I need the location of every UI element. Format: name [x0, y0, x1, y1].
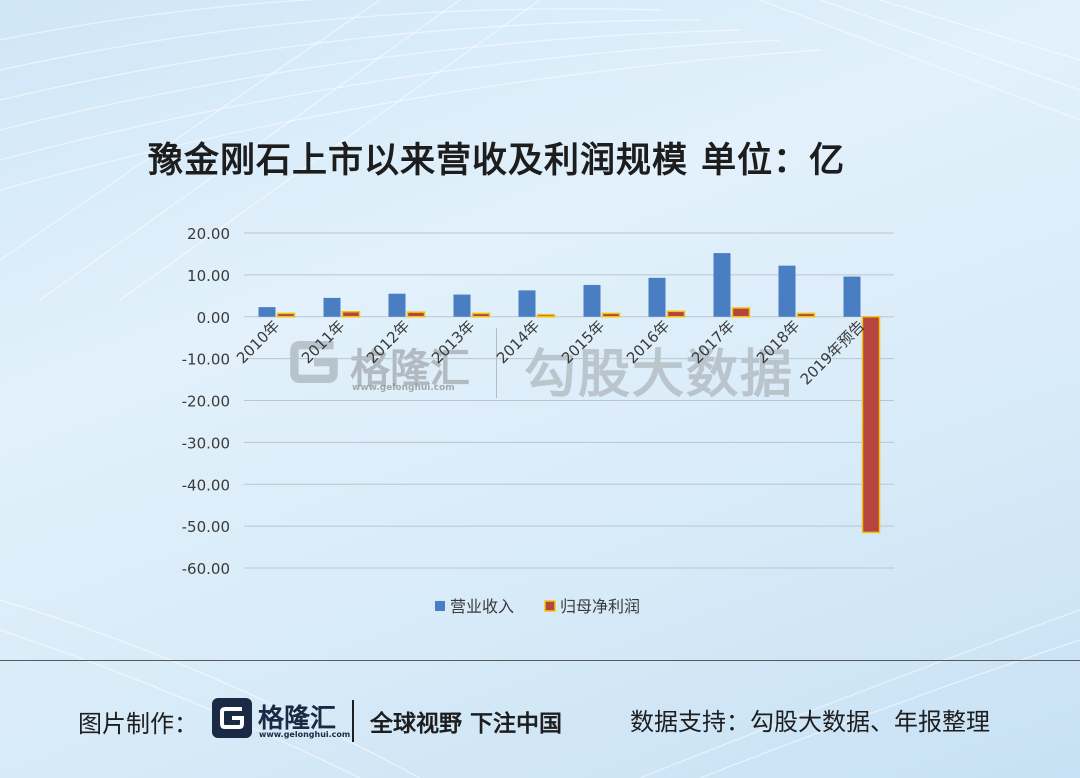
bar-revenue — [518, 290, 536, 317]
x-tick-label: 2013年 — [428, 317, 478, 367]
logo-name: 格隆汇 — [258, 704, 337, 734]
x-tick-label: 2015年 — [558, 317, 608, 367]
x-tick-label: 2017年 — [688, 317, 738, 367]
bar-revenue — [388, 293, 406, 317]
legend-swatch-revenue — [435, 601, 445, 611]
bar-revenue — [648, 277, 666, 317]
bar-net-profit — [406, 311, 426, 318]
x-tick-label: 2011年 — [298, 317, 348, 367]
bar-net-profit — [341, 310, 361, 318]
x-tick-label: 2018年 — [753, 317, 803, 367]
gelonghui-logo-icon — [212, 698, 252, 738]
y-tick-label: 10.00 — [187, 267, 230, 285]
x-tick-label: 2016年 — [623, 317, 673, 367]
credit-label: 图片制作： — [78, 710, 198, 738]
bar-net-profit — [731, 307, 751, 318]
chart-title: 豫金刚石上市以来营收及利润规模 单位：亿 — [148, 141, 846, 181]
legend-label-net-profit: 归母净利润 — [560, 597, 640, 616]
x-tick-label: 2012年 — [363, 317, 413, 367]
bar-net-profit — [796, 312, 816, 318]
slogan: 全球视野 下注中国 — [370, 711, 563, 737]
bar-net-profit — [666, 310, 686, 318]
x-tick-label: 2019年预告 — [797, 317, 869, 389]
watermark-logo-url: www.gelonghui.com — [352, 383, 455, 393]
y-tick-label: -30.00 — [182, 434, 230, 452]
y-tick-label: 0.00 — [197, 309, 230, 327]
watermark-text: 勾股大数据 — [524, 345, 795, 405]
bar-revenue — [713, 253, 731, 317]
watermark-separator — [496, 328, 497, 398]
y-tick-label: -20.00 — [182, 393, 230, 411]
y-tick-label: -50.00 — [182, 518, 230, 536]
x-tick-label: 2010年 — [233, 317, 283, 367]
bar-revenue — [453, 294, 471, 317]
watermark-logo-icon — [290, 341, 338, 383]
bar-revenue — [258, 307, 276, 317]
footer-divider — [0, 660, 1080, 661]
x-tick-label: 2014年 — [493, 317, 543, 367]
legend-swatch-net-profit — [544, 600, 556, 612]
legend-label-revenue: 营业收入 — [450, 597, 514, 616]
bar-net-profit — [471, 312, 491, 318]
y-tick-label: -10.00 — [182, 351, 230, 369]
y-tick-label: 20.00 — [187, 225, 230, 243]
watermark-logo-name: 格隆汇 — [350, 346, 470, 392]
logo-url: www.gelonghui.com — [259, 730, 351, 739]
bar-net-profit — [536, 313, 556, 318]
bar-net-profit — [276, 312, 296, 318]
bar-revenue — [843, 276, 861, 317]
bar-revenue — [323, 297, 341, 317]
y-tick-label: -40.00 — [182, 476, 230, 494]
bar-revenue — [583, 284, 601, 317]
y-tick-label: -60.00 — [182, 560, 230, 578]
bar-net-profit — [861, 316, 881, 534]
footer: 图片制作： 格隆汇 www.gelonghui.com 全球视野 下注中国 数据… — [0, 660, 1080, 778]
footer-separator — [352, 700, 354, 742]
bar-net-profit — [601, 312, 621, 318]
data-source: 数据支持：勾股大数据、年报整理 — [630, 708, 990, 736]
bar-revenue — [778, 265, 796, 317]
